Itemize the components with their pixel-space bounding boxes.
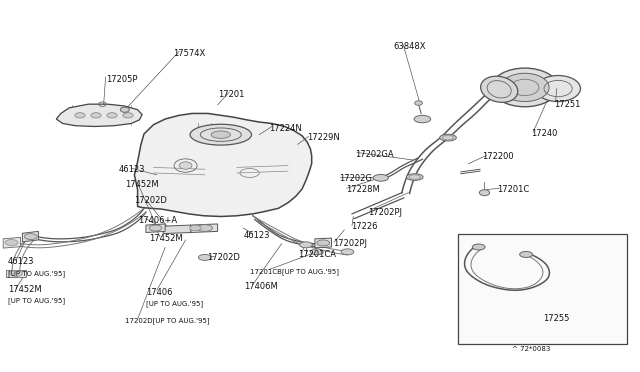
Text: 17229N: 17229N <box>307 133 340 142</box>
Ellipse shape <box>5 240 18 246</box>
Text: 17406M: 17406M <box>244 282 278 291</box>
Ellipse shape <box>415 101 422 105</box>
Ellipse shape <box>520 251 532 257</box>
Ellipse shape <box>500 73 549 102</box>
Ellipse shape <box>310 249 323 255</box>
Text: 17251: 17251 <box>554 100 580 109</box>
Ellipse shape <box>149 225 162 231</box>
Ellipse shape <box>479 190 490 196</box>
Ellipse shape <box>10 270 22 276</box>
Text: 17201C: 17201C <box>497 185 529 194</box>
Text: 17406: 17406 <box>146 288 172 296</box>
Polygon shape <box>191 224 218 232</box>
Ellipse shape <box>406 174 423 180</box>
Ellipse shape <box>179 162 192 169</box>
Text: 17202D: 17202D <box>207 253 239 262</box>
Polygon shape <box>22 231 38 242</box>
Text: 17201CA: 17201CA <box>298 250 335 259</box>
Text: 17452M: 17452M <box>125 180 159 189</box>
Ellipse shape <box>481 76 518 102</box>
Polygon shape <box>3 237 20 248</box>
Bar <box>458 234 627 344</box>
Text: 17452M: 17452M <box>8 285 42 294</box>
Text: 17205P: 17205P <box>106 76 137 84</box>
Text: 17202GA: 17202GA <box>355 150 394 159</box>
Ellipse shape <box>189 225 201 231</box>
Polygon shape <box>315 238 332 248</box>
Ellipse shape <box>24 234 37 240</box>
Text: 17202D: 17202D <box>134 196 167 205</box>
Ellipse shape <box>120 107 129 112</box>
Polygon shape <box>134 113 312 217</box>
Polygon shape <box>6 270 26 277</box>
Ellipse shape <box>440 134 456 141</box>
Text: 46123: 46123 <box>243 231 269 240</box>
Text: ^ 72*0083: ^ 72*0083 <box>512 346 550 352</box>
Text: 17202PJ: 17202PJ <box>368 208 402 217</box>
Ellipse shape <box>123 113 133 118</box>
Polygon shape <box>56 104 142 126</box>
Ellipse shape <box>190 124 252 145</box>
Text: 17255: 17255 <box>543 314 569 323</box>
Ellipse shape <box>300 242 312 248</box>
Text: 17574X: 17574X <box>173 49 205 58</box>
Text: 63848X: 63848X <box>394 42 426 51</box>
Ellipse shape <box>341 249 354 255</box>
Text: [UP TO AUG.'95]: [UP TO AUG.'95] <box>146 300 203 307</box>
Ellipse shape <box>107 113 117 118</box>
Ellipse shape <box>492 68 558 107</box>
Text: 17226: 17226 <box>351 222 377 231</box>
Text: [UP TO AUG.'95]: [UP TO AUG.'95] <box>8 270 65 277</box>
Ellipse shape <box>414 115 431 123</box>
Text: 17202G: 17202G <box>339 174 372 183</box>
Text: 17202D[UP TO AUG.'95]: 17202D[UP TO AUG.'95] <box>125 317 209 324</box>
Text: 17201CB[UP TO AUG.'95]: 17201CB[UP TO AUG.'95] <box>250 268 339 275</box>
Ellipse shape <box>536 76 580 102</box>
Ellipse shape <box>317 240 330 246</box>
Text: 17406+A: 17406+A <box>138 216 177 225</box>
Ellipse shape <box>373 174 388 181</box>
Polygon shape <box>163 225 191 234</box>
Ellipse shape <box>472 244 485 250</box>
Text: 46123: 46123 <box>8 257 34 266</box>
Text: 17224N: 17224N <box>269 124 301 133</box>
Text: [UP TO AUG.'95]: [UP TO AUG.'95] <box>8 297 65 304</box>
Text: 17201: 17201 <box>218 90 244 99</box>
Text: 172200: 172200 <box>483 153 514 161</box>
Text: 17202PJ: 17202PJ <box>333 239 367 248</box>
Text: 46123: 46123 <box>118 165 145 174</box>
Text: 17228M: 17228M <box>346 185 380 194</box>
Ellipse shape <box>211 131 230 138</box>
Text: 17240: 17240 <box>531 129 557 138</box>
Polygon shape <box>146 224 165 232</box>
Ellipse shape <box>75 113 85 118</box>
Text: 17452M: 17452M <box>149 234 183 243</box>
Ellipse shape <box>198 254 211 260</box>
Ellipse shape <box>91 113 101 118</box>
Ellipse shape <box>197 225 212 231</box>
